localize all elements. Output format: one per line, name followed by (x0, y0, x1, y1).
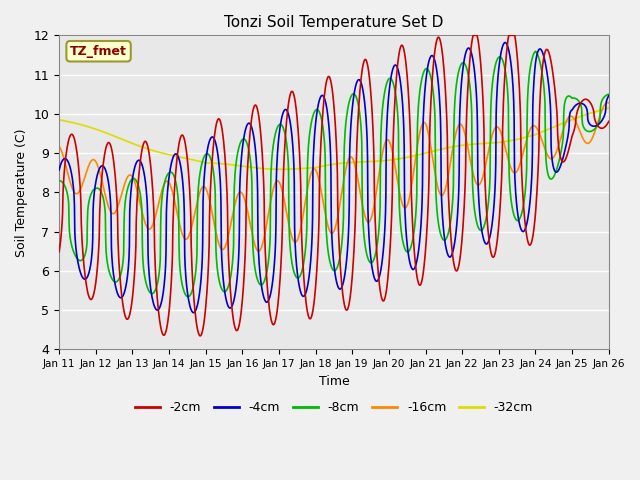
Y-axis label: Soil Temperature (C): Soil Temperature (C) (15, 128, 28, 257)
Text: TZ_fmet: TZ_fmet (70, 45, 127, 58)
X-axis label: Time: Time (319, 374, 349, 387)
Legend: -2cm, -4cm, -8cm, -16cm, -32cm: -2cm, -4cm, -8cm, -16cm, -32cm (130, 396, 538, 420)
Title: Tonzi Soil Temperature Set D: Tonzi Soil Temperature Set D (224, 15, 444, 30)
